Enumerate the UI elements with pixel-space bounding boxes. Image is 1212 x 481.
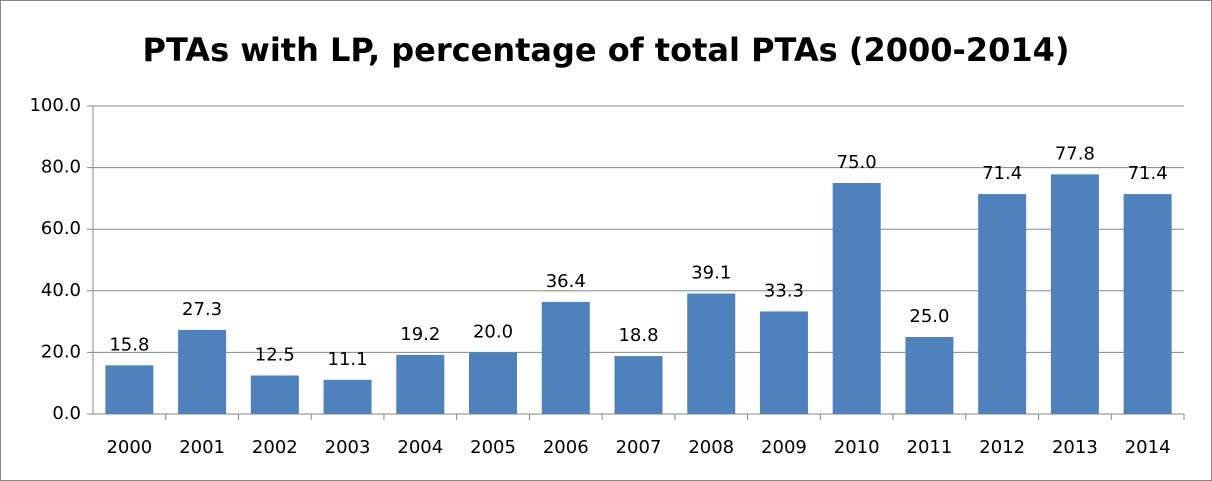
bar <box>250 375 299 414</box>
data-label: 71.4 <box>982 163 1022 184</box>
x-tick-label: 2004 <box>397 437 443 458</box>
x-tick-label: 2002 <box>252 437 298 458</box>
bar <box>832 183 881 414</box>
data-label: 71.4 <box>1128 163 1168 184</box>
x-tick-label: 2014 <box>1125 437 1171 458</box>
data-label: 11.1 <box>328 349 368 370</box>
bar <box>396 354 445 414</box>
x-tick-label: 2009 <box>761 437 807 458</box>
data-label: 20.0 <box>473 321 513 342</box>
x-tick-label: 2007 <box>616 437 662 458</box>
chart-title: PTAs with LP, percentage of total PTAs (… <box>143 31 1070 69</box>
x-tick-label: 2008 <box>688 437 734 458</box>
bar <box>178 329 227 414</box>
y-tick-label: 0.0 <box>52 403 81 424</box>
bar <box>1123 194 1172 414</box>
data-label: 25.0 <box>909 306 949 327</box>
x-tick-label: 2000 <box>106 437 152 458</box>
data-label: 77.8 <box>1055 143 1095 164</box>
x-tick-label: 2010 <box>834 437 880 458</box>
bar <box>541 301 590 414</box>
x-tick-label: 2013 <box>1052 437 1098 458</box>
data-label: 19.2 <box>400 324 440 345</box>
data-label: 27.3 <box>182 299 222 320</box>
x-tick-label: 2003 <box>325 437 371 458</box>
bar <box>759 311 808 414</box>
bar <box>469 352 518 414</box>
data-label: 12.5 <box>255 345 295 366</box>
y-tick-label: 100.0 <box>29 95 81 116</box>
data-label: 15.8 <box>109 334 149 355</box>
data-label: 39.1 <box>691 263 731 284</box>
y-tick-label: 60.0 <box>41 218 81 239</box>
bar <box>614 356 663 414</box>
bar <box>323 379 372 414</box>
bar <box>1050 174 1099 414</box>
bar <box>905 337 954 414</box>
data-label: 33.3 <box>764 280 804 301</box>
data-label: 75.0 <box>837 152 877 173</box>
x-tick-label: 2005 <box>470 437 516 458</box>
x-tick-label: 2011 <box>907 437 953 458</box>
x-tick-label: 2001 <box>179 437 225 458</box>
bar <box>105 365 154 414</box>
x-tick-label: 2012 <box>979 437 1025 458</box>
x-tick-label: 2006 <box>543 437 589 458</box>
y-tick-label: 40.0 <box>41 280 81 301</box>
y-tick-label: 80.0 <box>41 157 81 178</box>
data-label: 18.8 <box>618 325 658 346</box>
bar <box>687 293 736 414</box>
bar <box>978 194 1027 414</box>
y-tick-label: 20.0 <box>41 341 81 362</box>
data-label: 36.4 <box>546 271 586 292</box>
